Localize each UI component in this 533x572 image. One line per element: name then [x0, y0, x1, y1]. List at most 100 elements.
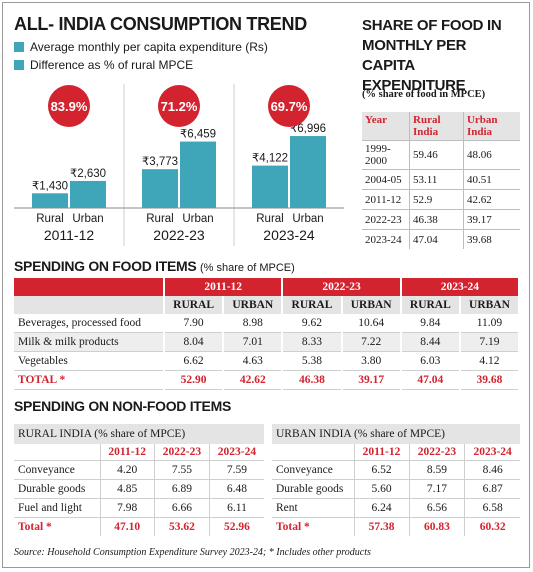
rural-value-cell: 4.20: [99, 460, 155, 480]
urban-value-cell: 6.52: [353, 460, 410, 480]
food-value-cell: 8.04: [162, 332, 224, 352]
rural-item-label: Total *: [14, 517, 100, 536]
urban-item-label: Rent: [272, 498, 354, 518]
share-year-cell: 2023-24: [362, 229, 410, 249]
share-value-cell: 52.9: [409, 189, 464, 210]
food-item-label: Beverages, processed food: [14, 314, 164, 333]
bar-value-label: ₹2,630: [70, 168, 106, 180]
food-value-cell: 39.17: [340, 370, 401, 390]
urban-row: Conveyance 6.52 8.59 8.46: [272, 460, 520, 480]
urban-year-header: 2022-23: [408, 444, 465, 461]
food-table: 2011-12 2022-23 2023-24 RURAL URBAN RURA…: [14, 278, 518, 390]
share-value-cell: 39.68: [462, 229, 520, 249]
urban-value-cell: 60.32: [464, 517, 520, 536]
bar-urban-2023-24: [290, 136, 326, 208]
urban-value-cell: 6.24: [353, 498, 410, 518]
urban-value-cell: 8.46: [464, 460, 520, 480]
urban-year-row: 2011-12 2022-23 2023-24: [272, 444, 520, 461]
food-item-label: Vegetables: [14, 351, 164, 371]
urban-value-cell: 60.83: [408, 517, 465, 536]
food-year-header: 2023-24: [399, 278, 518, 296]
share-table-body: 1999-2000 59.46 48.06 2004-05 53.11 40.51 2011…: [362, 140, 520, 249]
bar-urban-2022-23: [180, 141, 216, 208]
urban-value-cell: 7.17: [408, 479, 465, 499]
food-value-cell: 46.38: [281, 370, 342, 390]
share-title-line: SHARE OF FOOD IN: [362, 17, 502, 34]
food-subheader: URBAN: [340, 296, 401, 314]
food-value-cell: 8.33: [281, 332, 342, 352]
share-row: 2023-24 47.04 39.68: [362, 229, 520, 249]
urban-row: Durable goods 5.60 7.17 6.87: [272, 479, 520, 499]
bar-value-label: ₹6,459: [180, 129, 216, 141]
food-value-cell: 7.19: [458, 332, 518, 352]
share-title-line: EXPENDITURE: [362, 77, 466, 94]
share-row: 2011-12 52.9 42.62: [362, 189, 520, 210]
rural-value-cell: 4.85: [99, 479, 155, 499]
rural-year-header: 2022-23: [153, 444, 210, 461]
category-label: 2023-24: [263, 227, 315, 243]
food-subheader-blank: [14, 296, 164, 314]
urban-value-cell: 57.38: [353, 517, 410, 536]
rural-item-label: Fuel and light: [14, 498, 100, 518]
rural-value-cell: 6.48: [208, 479, 264, 499]
source-note: Source: Household Consumption Expenditur…: [14, 547, 371, 558]
group-label-rural: Rural: [146, 213, 173, 225]
urban-heading: URBAN INDIA (% share of MPCE): [272, 424, 520, 444]
rural-value-cell: 53.62: [153, 517, 210, 536]
trend-bar-chart: ₹1,430₹2,630 Rural Urban 2011-12 83.9% ₹3,773…: [14, 84, 344, 246]
food-year-row: 2011-12 2022-23 2023-24: [14, 278, 518, 296]
food-value-cell: 7.01: [222, 332, 283, 352]
share-title: SHARE OF FOOD IN MONTHLY PER CAPITA EXPE…: [362, 16, 522, 96]
food-row: Milk & milk products 8.04 7.01 8.33 7.22 8.44…: [14, 332, 518, 352]
rural-year-header: 2023-24: [208, 444, 264, 461]
food-value-cell: 6.62: [162, 351, 224, 371]
rural-row: Durable goods 4.85 6.89 6.48: [14, 479, 264, 499]
difference-badge-label: 69.7%: [271, 99, 308, 114]
legend-swatch-difference: [14, 60, 24, 70]
urban-value-cell: 6.58: [464, 498, 520, 518]
legend-item-mpce: Average monthly per capita expenditure (…: [14, 40, 268, 54]
difference-badge-label: 71.2%: [161, 99, 198, 114]
urban-value-cell: 5.60: [353, 479, 410, 499]
food-table-body: Beverages, processed food 7.90 8.98 9.62 10.…: [14, 314, 518, 390]
food-year-blank: [14, 278, 164, 296]
food-value-cell: 3.80: [340, 351, 401, 371]
rural-item-label: Durable goods: [14, 479, 100, 499]
urban-item-label: Total *: [272, 517, 354, 536]
bar-rural-2023-24: [252, 165, 288, 208]
category-label: 2011-12: [44, 227, 95, 243]
legend-swatch-mpce: [14, 42, 24, 52]
legend-item-difference: Difference as % of rural MPCE: [14, 58, 193, 72]
rural-row: Total * 47.10 53.62 52.96: [14, 517, 264, 536]
share-table: Year Rural India Urban India 1999-2000 59…: [362, 112, 520, 249]
difference-badge-label: 83.9%: [51, 99, 88, 114]
rural-row: Fuel and light 7.98 6.66 6.11: [14, 498, 264, 518]
food-value-cell: 5.38: [281, 351, 342, 371]
food-value-cell: 4.63: [222, 351, 283, 371]
share-row: 2004-05 53.11 40.51: [362, 169, 520, 190]
food-value-cell: 10.64: [340, 314, 401, 333]
food-value-cell: 6.03: [399, 351, 460, 371]
difference-badge: [158, 85, 200, 127]
difference-badge: [268, 85, 310, 127]
food-value-cell: 42.62: [222, 370, 283, 390]
bar-urban-2011-12: [70, 180, 106, 208]
nonfood-title: SPENDING ON NON-FOOD ITEMS: [14, 398, 231, 414]
food-subheader: RURAL: [281, 296, 342, 314]
share-row: 2022-23 46.38 39.17: [362, 209, 520, 230]
food-value-cell: 39.68: [458, 370, 518, 390]
bar-value-label: ₹6,996: [290, 123, 326, 135]
trend-title: ALL- INDIA CONSUMPTION TREND: [14, 14, 307, 34]
share-value-cell: 42.62: [462, 189, 520, 210]
bar-value-label: ₹1,430: [32, 180, 68, 192]
food-subheader: RURAL: [162, 296, 224, 314]
urban-year-header: 2023-24: [464, 444, 520, 461]
food-value-cell: 7.22: [340, 332, 401, 352]
share-title-line: MONTHLY PER CAPITA: [362, 37, 467, 74]
food-item-label: TOTAL *: [14, 370, 164, 390]
group-label-urban: Urban: [292, 213, 323, 225]
food-title: SPENDING ON FOOD ITEMS: [14, 258, 197, 274]
food-subheader: URBAN: [222, 296, 283, 314]
rural-heading-row: RURAL INDIA (% share of MPCE): [14, 424, 264, 444]
